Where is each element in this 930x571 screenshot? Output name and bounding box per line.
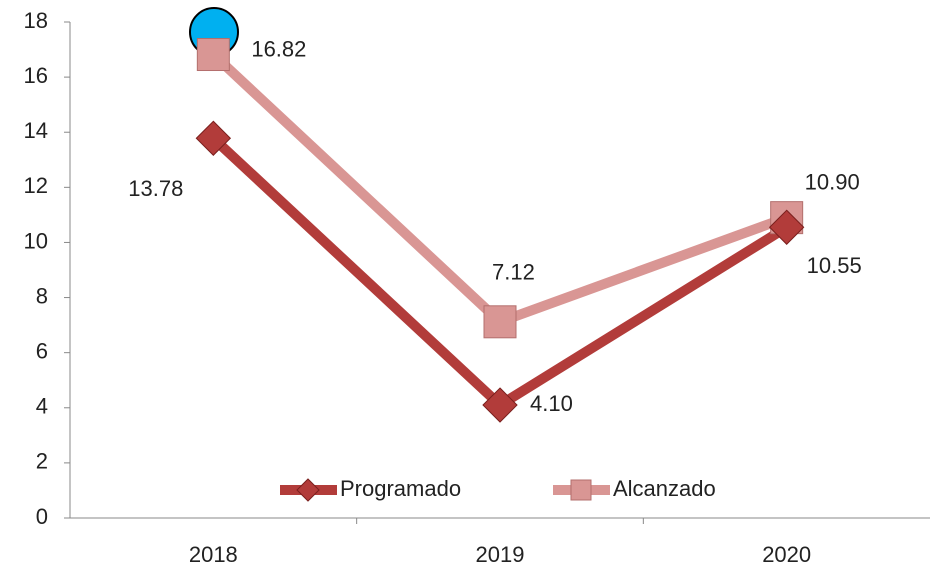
y-tick-label: 6 bbox=[36, 338, 48, 363]
y-tick-label: 0 bbox=[36, 504, 48, 529]
y-tick-label: 8 bbox=[36, 283, 48, 308]
diamond-marker bbox=[768, 209, 805, 245]
data-label: 16.82 bbox=[251, 36, 306, 61]
diamond-marker bbox=[482, 387, 518, 423]
legend-label: Programado bbox=[340, 476, 461, 501]
x-tick-label: 2019 bbox=[476, 542, 525, 567]
data-label: 13.78 bbox=[128, 176, 183, 201]
y-tick-label: 16 bbox=[24, 63, 48, 88]
x-tick-label: 2018 bbox=[189, 542, 238, 567]
diamond-marker bbox=[195, 120, 232, 156]
square-marker bbox=[570, 479, 592, 501]
data-label: 4.10 bbox=[530, 391, 573, 416]
diamond-marker bbox=[296, 478, 320, 502]
data-label: 10.55 bbox=[807, 253, 862, 278]
data-label: 7.12 bbox=[492, 260, 535, 285]
y-tick-label: 18 bbox=[24, 8, 48, 33]
square-marker bbox=[196, 38, 230, 72]
y-tick-label: 14 bbox=[24, 118, 48, 143]
y-tick-label: 12 bbox=[24, 173, 48, 198]
square-marker bbox=[483, 305, 517, 339]
x-tick-label: 2020 bbox=[762, 542, 811, 567]
y-tick-label: 10 bbox=[24, 228, 48, 253]
y-tick-label: 2 bbox=[36, 449, 48, 474]
legend-label: Alcanzado bbox=[613, 476, 716, 501]
data-label: 10.90 bbox=[805, 169, 860, 194]
y-tick-label: 4 bbox=[36, 394, 48, 419]
